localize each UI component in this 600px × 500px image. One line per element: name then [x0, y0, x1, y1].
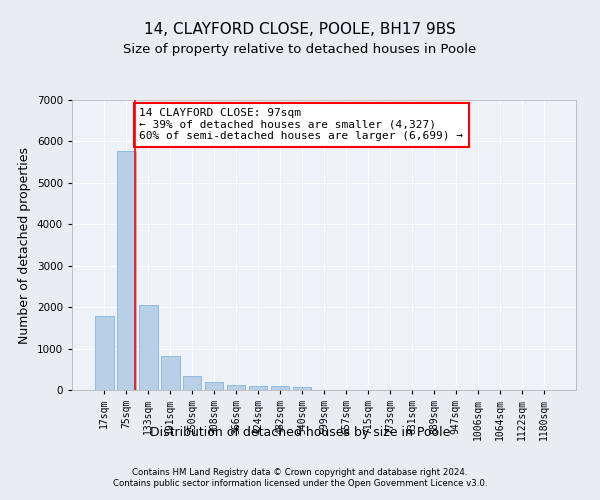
Text: 14, CLAYFORD CLOSE, POOLE, BH17 9BS: 14, CLAYFORD CLOSE, POOLE, BH17 9BS [144, 22, 456, 38]
Bar [117, 150, 136, 390]
Bar [293, 387, 311, 390]
Bar [227, 385, 245, 390]
Text: 14 CLAYFORD CLOSE: 97sqm
← 39% of detached houses are smaller (4,327)
60% of sem: 14 CLAYFORD CLOSE: 97sqm ← 39% of detach… [139, 108, 463, 142]
Y-axis label: Number of detached properties: Number of detached properties [18, 146, 31, 344]
Text: Contains HM Land Registry data © Crown copyright and database right 2024.
Contai: Contains HM Land Registry data © Crown c… [113, 468, 487, 487]
Bar [249, 386, 268, 390]
Bar [161, 356, 179, 390]
Bar [205, 382, 223, 390]
Bar [95, 316, 113, 390]
Bar [183, 376, 202, 390]
Bar [139, 304, 158, 390]
Bar [271, 386, 289, 390]
Text: Size of property relative to detached houses in Poole: Size of property relative to detached ho… [124, 42, 476, 56]
Text: Distribution of detached houses by size in Poole: Distribution of detached houses by size … [150, 426, 450, 439]
